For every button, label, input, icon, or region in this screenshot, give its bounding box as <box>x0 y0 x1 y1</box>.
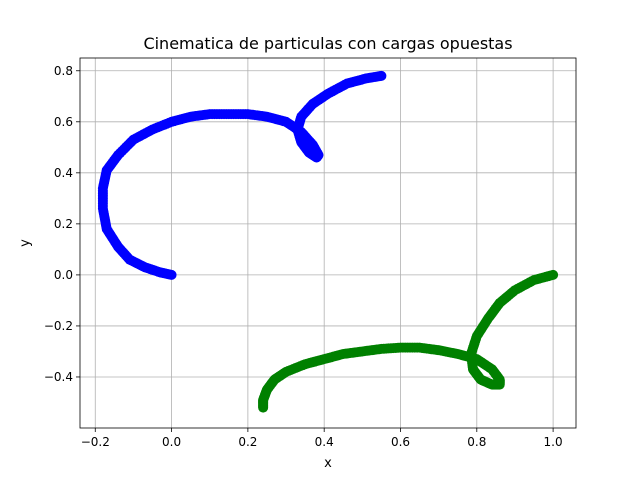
trajectory-series-2 <box>258 269 559 413</box>
y-tick-label: 0.6 <box>54 115 73 129</box>
x-tick-label: 0.2 <box>238 435 257 449</box>
x-tick-label: −0.2 <box>81 435 110 449</box>
tick-layer: −0.2 0.0 0.2 0.4 0.6 0.8 1.0 −0.4 −0.2 0.0 0.2 0.4 0… <box>44 64 563 449</box>
x-tick-label: 0.6 <box>391 435 410 449</box>
grid-layer <box>80 58 576 428</box>
y-tick-label: 0.8 <box>54 64 73 78</box>
plot-frame <box>79 57 577 429</box>
y-tick-label: 0.0 <box>54 268 73 282</box>
y-axis-label: y <box>18 239 33 247</box>
x-tick-label: 0.8 <box>467 435 486 449</box>
series-layer <box>97 70 559 413</box>
trajectory-series-1 <box>97 70 387 280</box>
y-tick-label: 0.2 <box>54 217 73 231</box>
x-axis-label: x <box>324 456 332 471</box>
x-tick-label: 1.0 <box>544 435 563 449</box>
x-tick-label: 0.4 <box>315 435 334 449</box>
y-tick-label: −0.4 <box>44 370 73 384</box>
x-tick-label: 0.0 <box>162 435 181 449</box>
y-tick-label: −0.2 <box>44 319 73 333</box>
trajectory-point <box>376 70 387 81</box>
y-tick-label: 0.4 <box>54 166 73 180</box>
chart-title: Cinematica de particulas con cargas opue… <box>143 34 512 53</box>
trajectory-point <box>258 402 269 413</box>
